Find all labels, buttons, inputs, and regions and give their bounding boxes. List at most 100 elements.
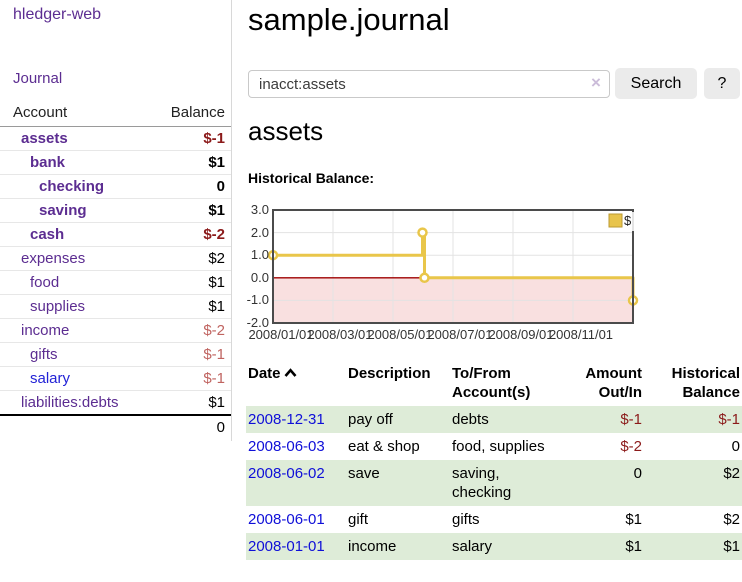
account-balance: $-1 [150,366,231,391]
account-row: checking 0 [0,174,231,199]
account-link-gifts[interactable]: gifts [30,346,58,363]
transaction-date-link[interactable]: 2008-01-01 [248,538,325,555]
account-balance: $1 [150,270,231,295]
x-tick-label: 2008/11/01 [549,327,613,342]
account-link-expenses[interactable]: expenses [21,250,86,267]
sidebar: hledger-web Journal Account Balance asse… [0,0,232,441]
transaction-date-link[interactable]: 2008-06-01 [248,511,325,528]
plot-border [272,209,634,324]
search-button[interactable]: Search [615,68,697,99]
transaction-accounts: saving, checking [452,465,512,501]
accounts-balance-table: Account Balance assets $-1 bank $1 check… [0,101,231,439]
y-axis-labels: 3.0 2.0 1.0 0.0 -1.0 -2.0 [247,202,269,330]
account-row: assets $-1 [0,126,231,151]
register-table: Date Description To/From Account(s) Amou… [246,360,742,560]
account-link-food[interactable]: food [30,274,60,291]
account-row: salary $-1 [0,366,231,391]
y-tick-label: -1.0 [247,292,269,307]
account-link-salary[interactable]: salary [30,370,71,387]
account-balance: $1 [150,390,231,416]
balance-column-header: Historical Balance [671,365,740,401]
legend-swatch [608,213,623,228]
transaction-balance: $2 [723,511,740,528]
transaction-date-link[interactable]: 2008-06-02 [248,465,325,482]
sort-ascending-icon [284,364,297,383]
historical-balance-chart: $ 3.0 2.0 1.0 0.0 -1.0 -2.0 2008/01/01 2… [246,200,742,350]
account-balance: $1 [150,294,231,319]
y-tick-label: 1.0 [251,247,269,262]
transaction-accounts: food, supplies [452,438,545,455]
accounts-table-header: Account Balance [0,101,231,127]
transaction-amount: $-2 [620,438,642,455]
transaction-date-link[interactable]: 2008-12-31 [248,411,325,428]
x-tick-label: 2008/03/01 [307,327,372,342]
account-balance: $1 [150,198,231,223]
account-link-saving[interactable]: saving [39,202,87,219]
account-balance: $1 [150,150,231,175]
register-header-row: Date Description To/From Account(s) Amou… [246,360,742,406]
accounts-total-row: 0 [0,414,231,439]
account-link-income[interactable]: income [21,322,70,339]
account-link-supplies[interactable]: supplies [30,298,86,315]
y-tick-label: 3.0 [251,202,269,217]
help-button[interactable]: ? [704,68,740,99]
x-tick-label: 2008/01/01 [248,327,313,342]
search-bar: × Search ? [248,68,742,99]
y-tick-label: 0.0 [251,270,269,285]
clear-search-icon[interactable]: × [591,73,601,92]
chart-title: Historical Balance: [248,170,375,186]
account-link-assets[interactable]: assets [21,130,68,147]
transaction-amount: $-1 [620,411,642,428]
account-link-liabilities-debts[interactable]: liabilities:debts [21,394,119,411]
x-axis-labels: 2008/01/01 2008/03/01 2008/05/01 2008/07… [248,327,613,342]
data-point [417,227,428,238]
date-column-header[interactable]: Date [246,360,346,406]
account-column-header: Account [0,101,150,127]
y-tick-label: -2.0 [247,315,269,330]
transaction-description: income [348,538,397,555]
account-row: liabilities:debts $1 [0,390,231,416]
x-tick-label: 2008/07/01 [427,327,492,342]
transaction-date-link[interactable]: 2008-06-03 [248,438,325,455]
gridlines [273,210,633,323]
account-row: bank $1 [0,150,231,175]
account-link-cash[interactable]: cash [30,226,65,243]
transaction-description: eat & shop [348,438,420,455]
main-content: sample.journal × Search ? assets Histori… [246,0,742,582]
y-tick-label: 2.0 [251,225,269,240]
account-row: cash $-2 [0,222,231,247]
transaction-balance: $2 [723,465,740,482]
description-column-header: Description [348,365,431,382]
data-point-markers [267,227,639,306]
account-link-checking[interactable]: checking [39,178,105,195]
register-row: 2008-06-03 eat & shop food, supplies $-2… [246,433,742,460]
sidebar-item-journal[interactable]: Journal [13,70,63,87]
accounts-total-balance: 0 [150,414,231,439]
account-link-bank[interactable]: bank [30,154,66,171]
transaction-amount: $1 [625,511,642,528]
register-row: 2008-01-01 income salary $1 $1 [246,533,742,560]
register-row: 2008-12-31 pay off debts $-1 $-1 [246,406,742,433]
search-input[interactable] [248,70,610,98]
transaction-amount: $1 [625,538,642,555]
account-balance: $-1 [150,342,231,367]
account-balance: 0 [150,174,231,199]
register-row: 2008-06-02 save saving, checking 0 $2 [246,460,742,506]
account-balance: $-2 [150,318,231,343]
data-point [419,272,430,284]
chart-legend: $ [604,212,638,231]
account-row: gifts $-1 [0,342,231,367]
transaction-accounts: debts [452,411,489,428]
chart-svg: $ 3.0 2.0 1.0 0.0 -1.0 -2.0 2008/01/01 2… [247,202,639,342]
legend-label: $ [624,213,632,228]
app-title-link[interactable]: hledger-web [13,6,102,23]
register-row: 2008-06-01 gift gifts $1 $2 [246,506,742,533]
transaction-balance: 0 [731,438,740,455]
transaction-description: gift [348,511,369,528]
transaction-balance: $1 [723,538,740,555]
transaction-description: pay off [348,411,393,428]
transaction-accounts: gifts [452,511,480,528]
transaction-description: save [348,465,380,482]
account-balance: $-2 [150,222,231,247]
page-title: sample.journal [248,2,450,37]
